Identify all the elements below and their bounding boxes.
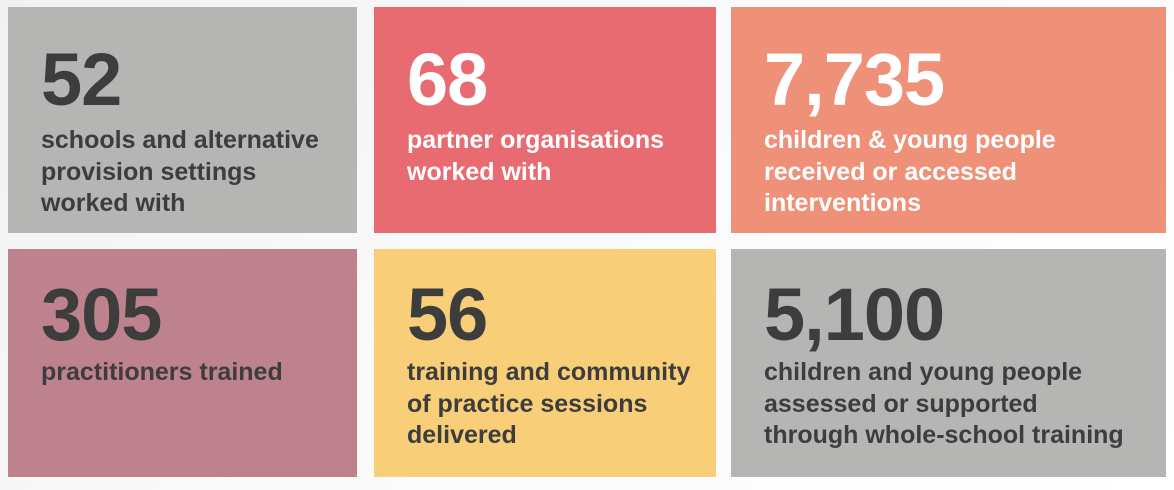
stat-number: 68 xyxy=(407,38,488,121)
stat-number: 52 xyxy=(41,38,122,121)
stat-number: 7,735 xyxy=(764,38,945,121)
stat-tile-partners: 68 partner organisations worked with xyxy=(374,7,716,233)
stat-description: training and community of practice sessi… xyxy=(407,358,691,449)
stat-number: 56 xyxy=(407,273,488,356)
stat-description: partner organisations worked with xyxy=(407,126,664,186)
stat-tile-sessions: 56 training and community of practice se… xyxy=(374,249,716,477)
stat-tile-assessed: 5,100 children and young people assessed… xyxy=(731,249,1166,477)
stat-description: practitioners trained xyxy=(41,358,283,386)
stat-description: children & young people received or acce… xyxy=(764,126,1056,217)
stat-tile-schools: 52 schools and alternative provision set… xyxy=(8,7,357,233)
stat-tile-practitioners: 305 practitioners trained xyxy=(8,249,357,477)
stat-tile-interventions: 7,735 children & young people received o… xyxy=(731,7,1166,233)
stat-description: children and young people assessed or su… xyxy=(764,358,1124,449)
stat-number: 305 xyxy=(41,273,162,356)
stat-number: 5,100 xyxy=(764,273,945,356)
stat-description: schools and alternative provision settin… xyxy=(41,126,319,217)
